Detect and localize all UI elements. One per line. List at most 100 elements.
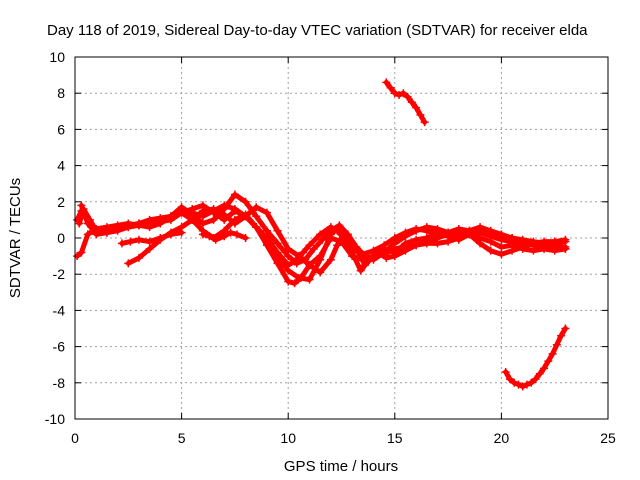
data-point — [166, 212, 175, 221]
data-point — [550, 237, 559, 246]
data-point — [198, 230, 207, 239]
y-tick-label: 8 — [57, 85, 65, 101]
data-point — [348, 252, 357, 261]
series-track-8 — [382, 78, 429, 127]
y-tick-label: 10 — [49, 49, 65, 65]
data-point — [77, 248, 86, 257]
data-point — [156, 214, 165, 223]
data-point — [316, 252, 325, 261]
data-point — [465, 230, 474, 239]
data-point — [326, 255, 335, 264]
y-tick-label: 0 — [57, 230, 65, 246]
data-point — [230, 219, 239, 228]
y-axis: -10 -8 -6 -4 -2 0 2 4 6 8 10 — [45, 49, 608, 427]
data-point — [73, 252, 82, 261]
data-point — [134, 219, 143, 228]
y-axis-label: SDTVAR / TECUs — [7, 178, 24, 298]
data-point — [486, 228, 495, 237]
data-point — [75, 219, 84, 228]
y-tick-label: -4 — [53, 302, 66, 318]
data-point — [294, 252, 303, 261]
data-point — [83, 219, 92, 228]
data-point — [535, 369, 544, 378]
data-point — [211, 235, 220, 244]
data-point — [444, 237, 453, 246]
data-point — [188, 205, 197, 214]
data-point — [299, 248, 308, 257]
data-point — [335, 223, 344, 232]
data-point — [284, 252, 293, 261]
data-point — [198, 206, 207, 215]
data-point — [305, 241, 314, 250]
data-point — [92, 230, 101, 239]
data-point — [220, 210, 229, 219]
data-point — [145, 244, 154, 253]
data-point — [486, 246, 495, 255]
data-point — [284, 266, 293, 275]
x-tick-label: 15 — [387, 430, 403, 446]
data-point — [476, 224, 485, 233]
data-point — [518, 244, 527, 253]
data-point — [395, 91, 404, 100]
data-point — [124, 223, 133, 232]
y-tick-label: -8 — [53, 375, 66, 391]
data-point — [233, 230, 242, 239]
data-point — [510, 378, 519, 387]
data-point — [380, 250, 389, 259]
data-point — [399, 89, 408, 98]
data-point — [226, 228, 235, 237]
data-point — [514, 380, 523, 389]
x-tick-label: 5 — [178, 430, 186, 446]
data-point — [390, 244, 399, 253]
data-point — [290, 279, 299, 288]
data-point — [422, 239, 431, 248]
data-point — [209, 215, 218, 224]
data-point — [358, 255, 367, 264]
data-point — [476, 234, 485, 242]
x-tick-label: 0 — [71, 430, 79, 446]
data-point — [134, 253, 143, 262]
data-point — [262, 226, 271, 235]
data-point — [305, 275, 314, 284]
data-point — [356, 266, 365, 275]
data-point — [177, 228, 186, 237]
data-point — [412, 103, 421, 112]
data-point — [220, 232, 229, 241]
data-point — [273, 239, 282, 248]
data-point — [124, 259, 133, 268]
data-point — [401, 243, 410, 252]
data-point — [339, 230, 348, 239]
y-tick-label: -10 — [45, 411, 65, 427]
data-point — [561, 237, 570, 246]
data-point — [241, 197, 250, 206]
data-point — [252, 223, 261, 232]
data-point — [156, 234, 165, 242]
data-point — [454, 234, 463, 242]
data-point — [390, 252, 399, 261]
data-point — [433, 239, 442, 248]
data-point — [561, 244, 570, 253]
data-point — [126, 237, 135, 246]
data-point — [292, 259, 301, 268]
series-track-6 — [117, 228, 186, 248]
data-point — [134, 235, 143, 244]
data-point — [497, 243, 506, 252]
data-point — [548, 349, 557, 358]
data-point — [497, 232, 506, 241]
data-point — [309, 244, 318, 253]
data-point — [145, 237, 154, 246]
data-point — [416, 110, 425, 119]
data-point — [209, 205, 218, 214]
data-point — [531, 375, 540, 384]
data-point — [352, 244, 361, 253]
data-point — [145, 215, 154, 224]
data-point — [273, 226, 282, 235]
data-point — [386, 83, 395, 92]
y-tick-label: -6 — [53, 339, 66, 355]
x-tick-label: 10 — [280, 430, 296, 446]
data-point — [284, 277, 293, 286]
data-point — [550, 246, 559, 255]
data-point — [177, 208, 186, 217]
series-track-9 — [501, 324, 570, 391]
